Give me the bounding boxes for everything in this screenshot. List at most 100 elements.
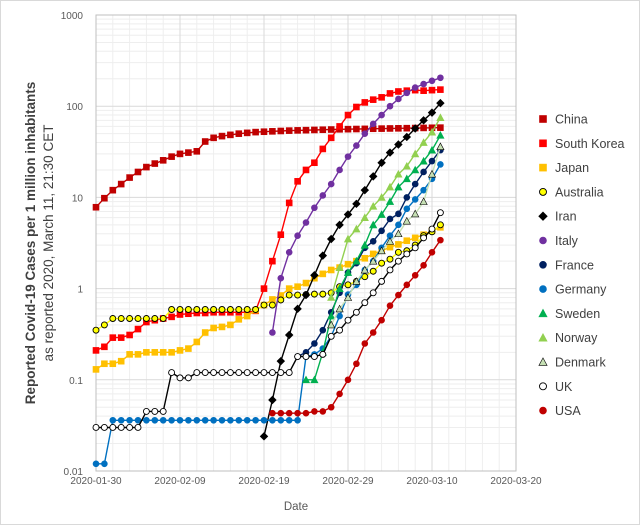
data-point-south-korea [134, 325, 142, 333]
data-point-south-korea [344, 111, 352, 119]
data-point-south-korea [302, 166, 310, 174]
data-point-uk [226, 369, 234, 377]
data-point-germany [143, 416, 150, 424]
data-point-australia [268, 301, 276, 309]
legend-item-sweden: Sweden [538, 307, 600, 321]
data-point-italy [277, 274, 285, 282]
data-point-iran [335, 220, 344, 230]
data-point-denmark [360, 265, 369, 274]
data-point-italy [344, 153, 352, 160]
data-point-uk [436, 209, 444, 217]
legend-marker-australia [539, 187, 547, 196]
data-point-australia [361, 273, 369, 281]
legend-item-france: France [539, 258, 594, 272]
data-point-uk [201, 369, 209, 377]
data-point-italy [411, 84, 419, 91]
data-point-china [143, 163, 150, 171]
data-point-china [311, 126, 318, 134]
data-point-norway [411, 149, 420, 158]
legend-item-denmark: Denmark [538, 356, 606, 370]
data-point-uk [319, 350, 327, 358]
data-point-uk [420, 234, 428, 242]
data-point-usa [327, 403, 335, 411]
data-point-australia [378, 259, 386, 267]
data-point-south-korea [168, 313, 175, 321]
data-point-australia [436, 221, 444, 229]
data-point-uk [235, 369, 243, 377]
data-point-australia [319, 290, 327, 298]
data-point-south-korea [269, 257, 276, 265]
series-italy [269, 74, 444, 336]
data-point-australia [151, 315, 159, 322]
legend-marker-norway [538, 332, 548, 342]
data-point-uk [117, 424, 125, 431]
data-point-china [437, 124, 444, 131]
data-point-norway [385, 182, 395, 191]
data-point-australia [369, 267, 377, 275]
y-tick-label: 1 [77, 285, 83, 296]
data-point-australia [218, 306, 226, 313]
series-iran [259, 98, 445, 441]
data-point-south-korea [369, 96, 377, 103]
data-point-uk [268, 369, 276, 377]
x-tick-label: 2020-03-20 [490, 476, 542, 487]
data-point-china [185, 149, 192, 156]
data-point-usa [294, 409, 301, 417]
data-point-iran [368, 172, 378, 181]
data-point-italy [302, 219, 310, 226]
y-tick-label: 1000 [61, 11, 84, 22]
data-point-norway [402, 161, 411, 170]
data-point-germany [151, 416, 159, 424]
data-point-usa [386, 302, 394, 309]
data-point-germany [277, 416, 285, 424]
legend-item-germany: Germany [539, 283, 607, 297]
data-point-uk [126, 424, 134, 431]
data-point-iran [410, 124, 420, 133]
data-point-denmark [327, 320, 336, 329]
data-point-iran [259, 432, 269, 441]
data-point-south-korea [386, 90, 394, 97]
data-point-japan [386, 243, 394, 251]
data-point-denmark [369, 256, 378, 265]
data-point-china [134, 168, 142, 176]
data-point-iran [276, 356, 286, 366]
data-point-uk [336, 326, 344, 334]
data-point-australia [117, 315, 125, 322]
y-tick-label: 0.01 [64, 467, 84, 478]
legend-item-japan: Japan [539, 161, 589, 175]
data-point-china [201, 138, 209, 145]
legend-marker-japan [539, 163, 547, 172]
legend-label-france: France [555, 258, 594, 272]
x-axis-title: Date [284, 501, 308, 513]
data-point-usa [428, 249, 436, 256]
data-point-china [210, 134, 217, 142]
data-point-uk [302, 353, 310, 360]
data-point-australia [235, 306, 243, 313]
data-point-uk [352, 308, 360, 316]
data-point-france [386, 215, 394, 223]
data-point-italy [428, 77, 436, 85]
y-axis-ticks: 0.01 0.1 1 10 100 1000 [61, 11, 84, 478]
legend-marker-italy [539, 236, 547, 245]
data-point-denmark [377, 246, 386, 255]
data-point-usa [395, 291, 402, 299]
data-point-japan [193, 338, 201, 346]
data-point-uk [252, 369, 260, 377]
y-tick-label: 0.1 [69, 376, 83, 387]
data-point-china [327, 126, 335, 133]
series-denmark [327, 142, 445, 329]
data-point-germany [420, 186, 427, 194]
data-point-japan [159, 349, 167, 356]
data-point-sweden [327, 311, 336, 320]
data-point-italy [319, 192, 327, 199]
x-tick-label: 2020-02-09 [154, 476, 206, 487]
data-point-china [420, 124, 427, 132]
minor-gridlines [96, 15, 516, 471]
data-point-japan [361, 254, 369, 262]
data-point-uk [428, 225, 436, 233]
data-point-china [378, 125, 385, 132]
data-point-australia [294, 291, 302, 299]
data-point-iran [402, 132, 412, 142]
data-point-usa [403, 281, 411, 289]
data-point-iran [326, 234, 336, 244]
